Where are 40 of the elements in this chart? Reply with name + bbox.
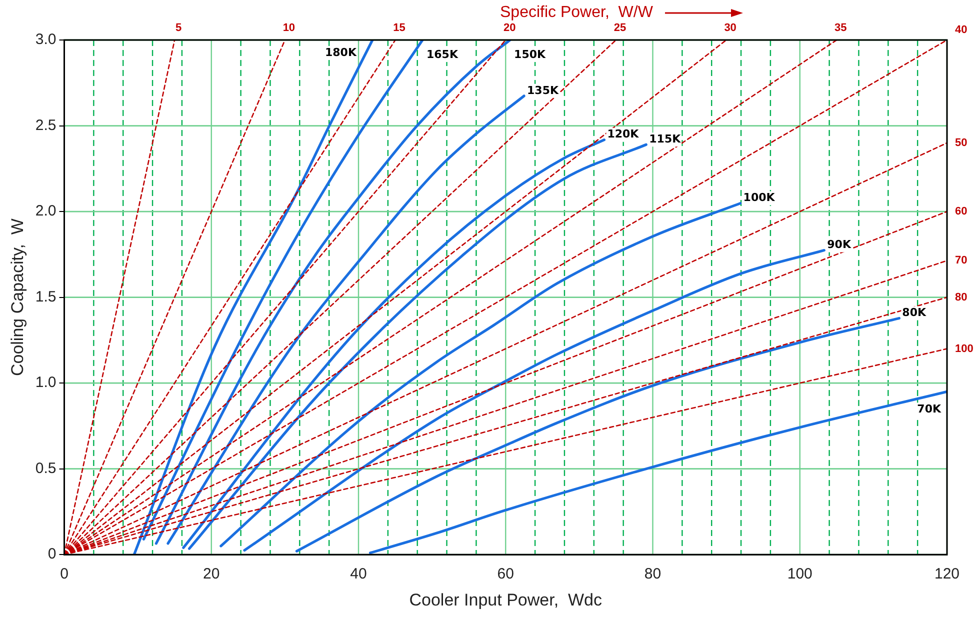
y-tick-label: 2.0 — [35, 202, 56, 220]
text: Specific Power, W/W — [500, 4, 653, 22]
series-label: 90K — [827, 238, 852, 252]
x-axis-title: Cooler Input Power, Wdc — [409, 590, 602, 610]
series-label: 120K — [607, 128, 640, 141]
series-label: 25 — [614, 22, 626, 34]
y-tick-label: 1.0 — [35, 374, 56, 392]
series-label: 20 — [504, 22, 516, 34]
series-label: 135K — [527, 84, 559, 97]
series-label: 70 — [955, 254, 968, 267]
series-label: 80 — [955, 291, 968, 304]
y-tick-label: 1.5 — [35, 288, 56, 306]
series-label: 15 — [393, 22, 406, 34]
series-label: 115K — [649, 132, 682, 146]
x-tick-label: 80 — [644, 566, 662, 583]
series-label: 180K — [324, 46, 357, 59]
x-tick-label: 100 — [787, 566, 812, 583]
series-label: 10 — [282, 22, 296, 34]
y-tick-label: 3.0 — [35, 31, 56, 48]
series-label: 40 — [955, 24, 968, 36]
series-label: 50 — [955, 136, 968, 149]
series-label: 70K — [917, 402, 942, 416]
series-label: 5 — [176, 22, 182, 34]
series-label: 35 — [834, 22, 847, 34]
x-tick-label: 20 — [203, 566, 220, 583]
series-label: 30 — [724, 22, 736, 34]
x-tick-label: 0 — [60, 566, 68, 583]
series-label: 165K — [426, 48, 458, 61]
x-tick-label: 120 — [934, 566, 960, 583]
series-label: 100 — [955, 342, 974, 355]
series-label: 80K — [902, 306, 926, 320]
x-tick-label: 60 — [497, 566, 514, 583]
x-tick-label: 40 — [350, 566, 367, 583]
y-tick-label: 2.5 — [35, 116, 56, 134]
series-label: 60 — [955, 206, 968, 218]
y-axis-title: Cooling Capacity, W — [8, 218, 27, 376]
y-tick-label: 0 — [48, 546, 56, 563]
series-label: 150K — [514, 48, 546, 61]
y-tick-label: 0.5 — [35, 460, 56, 477]
series-label: 100K — [743, 191, 776, 204]
